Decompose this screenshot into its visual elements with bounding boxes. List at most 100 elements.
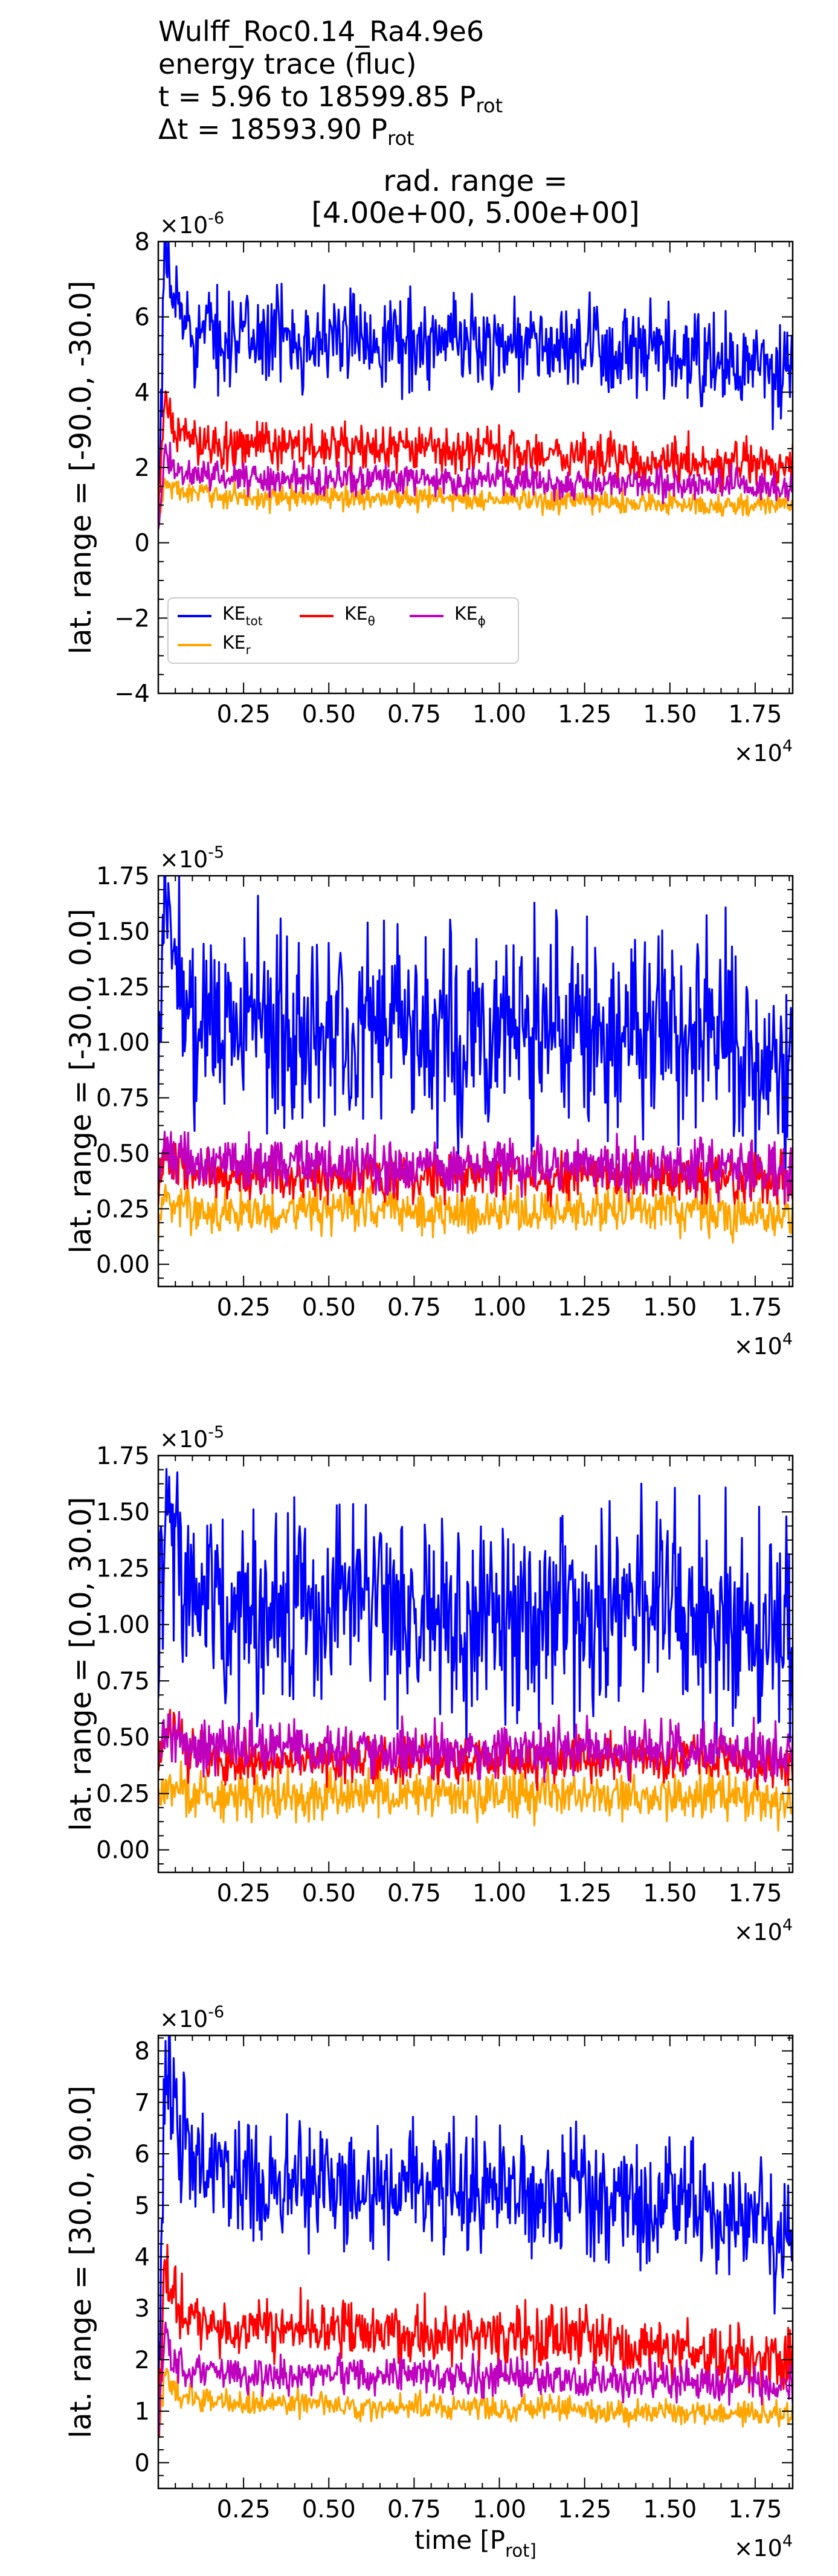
series-group: [158, 1468, 793, 1832]
plot-frame: [157, 1454, 794, 1874]
y-tick-label: 4: [135, 2243, 150, 2271]
x-axis-label: time [Prot]: [414, 2525, 537, 2561]
y-axis-label: lat. range = [0.0, 30.0]: [64, 1497, 98, 1831]
x-tick-label: 1.50: [643, 1880, 697, 1907]
series-line-3: [158, 1134, 793, 1207]
x-tick-label: 0.75: [387, 2496, 441, 2523]
y-tick-label: 5: [135, 2192, 150, 2220]
time-range-sub: rot: [475, 94, 503, 118]
legend-label: KEtot: [222, 603, 263, 628]
time-span-sub: rot: [387, 127, 414, 150]
series-line-4: [158, 1710, 793, 1783]
x-tick-label: 0.25: [217, 701, 271, 728]
y-tick-label: 8: [135, 2038, 150, 2066]
x-offset-text: ×104: [734, 1916, 793, 1945]
x-tick-label: 1.75: [728, 2496, 782, 2523]
y-offset-text: ×10-6: [160, 209, 224, 239]
y-tick-label: 1.75: [96, 1442, 150, 1470]
x-tick-label: 0.25: [217, 1880, 271, 1907]
series-line-1: [158, 242, 793, 485]
trace-label: energy trace (fluc): [158, 48, 417, 80]
y-tick-label: 3: [135, 2295, 150, 2323]
legend-label: KEθ: [344, 603, 375, 628]
x-tick-label: 1.25: [558, 1294, 611, 1322]
time-span-text: Δt = 18593.90 P: [158, 113, 388, 146]
panel-4: 0.25 0.50 0.75 1.00 1.25 1.50 1.75 0 1 2 3 4 5 6 7 8 ×10…: [64, 2003, 794, 2562]
y-tick-label: −4: [114, 680, 150, 708]
x-tick-label: 0.25: [217, 1294, 271, 1322]
x-tick-label: 1.00: [472, 1294, 526, 1322]
y-tick-label: 1.50: [96, 918, 150, 946]
series-line-1: [158, 876, 793, 1184]
y-tick-label: 0.00: [96, 1837, 150, 1865]
y-tick-label: 1.25: [96, 974, 150, 1001]
series-line-4: [158, 2321, 793, 2436]
series-line-3: [158, 390, 793, 515]
series-group: [158, 242, 793, 530]
x-tick-label: 1.50: [643, 1294, 697, 1322]
y-tick-label: 2: [135, 2346, 150, 2374]
y-tick-label: 1.00: [96, 1611, 150, 1639]
x-tick-label: 0.75: [387, 701, 441, 728]
rad-range-value: [4.00e+00, 5.00e+00]: [311, 196, 640, 230]
plot-frame: [157, 875, 794, 1288]
series-line-1: [158, 2035, 793, 2420]
x-tick-label: 1.25: [558, 1880, 611, 1907]
x-tick-label: 1.00: [472, 701, 526, 728]
y-tick-label: 1.50: [96, 1498, 150, 1526]
y-offset-text: ×10-5: [160, 1423, 224, 1453]
y-tick-label: 1.25: [96, 1555, 150, 1582]
y-tick-label: 0: [135, 2449, 150, 2477]
time-range: t = 5.96 to 18599.85 Prot: [158, 82, 503, 120]
y-axis-label: lat. range = [-30.0, 0.0]: [64, 909, 98, 1254]
x-offset-text: ×104: [734, 2532, 793, 2562]
legend-label: KEϕ: [454, 603, 486, 628]
series-group: [158, 876, 793, 1244]
legend-box: [167, 597, 519, 664]
y-tick-label: 1.00: [96, 1029, 150, 1057]
plot-frame: [157, 2034, 794, 2490]
series-line-2: [158, 1760, 793, 1832]
y-tick-label: −2: [114, 605, 150, 632]
series-line-2: [158, 1183, 793, 1244]
y-axis-label: lat. range = [-90.0, -30.0]: [64, 281, 98, 655]
y-tick-label: 6: [135, 2141, 150, 2168]
series-group: [158, 2035, 793, 2438]
y-tick-label: 0.25: [96, 1780, 150, 1808]
series-line-2: [158, 478, 793, 523]
time-range-text: t = 5.96 to 18599.85 P: [158, 80, 476, 113]
x-offset-text: ×104: [734, 737, 793, 766]
x-tick-label: 0.50: [302, 1294, 356, 1322]
rad-range-label: rad. range =: [383, 164, 568, 198]
y-tick-label: 0.50: [96, 1140, 150, 1168]
y-axis-label: lat. range = [30.0, 90.0]: [64, 2086, 98, 2438]
y-offset-text: ×10-5: [160, 843, 224, 873]
x-tick-label: 1.50: [643, 701, 697, 728]
x-tick-label: 1.50: [643, 2496, 697, 2523]
series-line-2: [158, 2367, 793, 2430]
panel-2: 0.25 0.50 0.75 1.00 1.25 1.50 1.75 0.00 0.25 0.50…: [64, 843, 794, 1360]
y-tick-label: 0.75: [96, 1085, 150, 1113]
y-tick-label: 0.25: [96, 1195, 150, 1223]
time-span: Δt = 18593.90 Prot: [158, 115, 414, 153]
x-tick-label: 1.25: [558, 2496, 611, 2523]
x-tick-label: 1.75: [728, 701, 782, 728]
y-tick-label: 6: [135, 304, 150, 332]
run-name: Wulff_Roc0.14_Ra4.9e6: [158, 15, 485, 48]
panel-3: 0.25 0.50 0.75 1.00 1.25 1.50 1.75 0.00 0.25 0.50…: [64, 1423, 794, 1945]
x-tick-label: 1.75: [728, 1294, 782, 1322]
x-tick-label: 1.00: [472, 1880, 526, 1907]
x-offset-text: ×104: [734, 1330, 793, 1360]
y-offset-text: ×10-6: [160, 2003, 224, 2032]
y-tick-label: 0.75: [96, 1668, 150, 1695]
series-line-4: [158, 442, 793, 530]
series-line-4: [158, 1131, 793, 1206]
series-line-3: [158, 1709, 793, 1791]
y-tick-label: 2: [135, 454, 150, 482]
x-tick-label: 1.25: [558, 701, 611, 728]
x-tick-label: 1.75: [728, 1880, 782, 1907]
y-tick-label: 1.75: [96, 862, 150, 890]
legend-label: KEr: [222, 632, 251, 657]
x-tick-label: 0.50: [302, 2496, 356, 2523]
